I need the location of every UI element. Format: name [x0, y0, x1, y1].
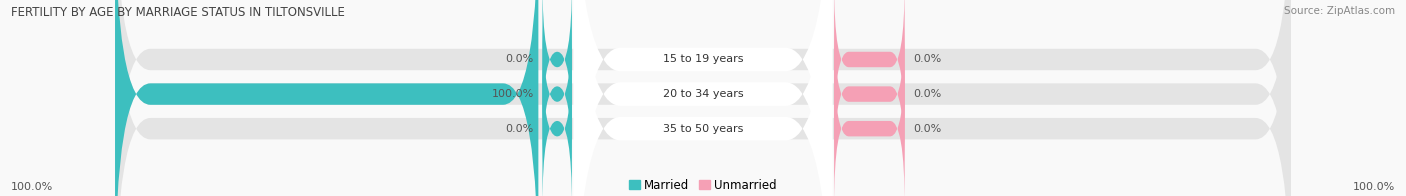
Text: 20 to 34 years: 20 to 34 years: [662, 89, 744, 99]
FancyBboxPatch shape: [834, 0, 904, 138]
Legend: Married, Unmarried: Married, Unmarried: [628, 179, 778, 192]
FancyBboxPatch shape: [115, 0, 1291, 196]
Text: 0.0%: 0.0%: [505, 124, 534, 134]
Text: 0.0%: 0.0%: [505, 54, 534, 64]
Text: 100.0%: 100.0%: [1353, 182, 1395, 192]
Text: 100.0%: 100.0%: [11, 182, 53, 192]
Text: 100.0%: 100.0%: [492, 89, 534, 99]
Text: 35 to 50 years: 35 to 50 years: [662, 124, 744, 134]
Text: Source: ZipAtlas.com: Source: ZipAtlas.com: [1284, 6, 1395, 16]
FancyBboxPatch shape: [543, 50, 572, 196]
Text: 0.0%: 0.0%: [914, 54, 942, 64]
FancyBboxPatch shape: [574, 0, 832, 196]
Text: 0.0%: 0.0%: [914, 124, 942, 134]
FancyBboxPatch shape: [574, 0, 832, 196]
FancyBboxPatch shape: [543, 15, 572, 173]
Text: 0.0%: 0.0%: [914, 89, 942, 99]
Text: FERTILITY BY AGE BY MARRIAGE STATUS IN TILTONSVILLE: FERTILITY BY AGE BY MARRIAGE STATUS IN T…: [11, 6, 344, 19]
FancyBboxPatch shape: [115, 0, 1291, 196]
Text: 15 to 19 years: 15 to 19 years: [662, 54, 744, 64]
FancyBboxPatch shape: [834, 15, 904, 173]
FancyBboxPatch shape: [834, 50, 904, 196]
FancyBboxPatch shape: [115, 0, 1291, 196]
FancyBboxPatch shape: [115, 0, 538, 196]
FancyBboxPatch shape: [543, 0, 572, 138]
FancyBboxPatch shape: [574, 0, 832, 196]
